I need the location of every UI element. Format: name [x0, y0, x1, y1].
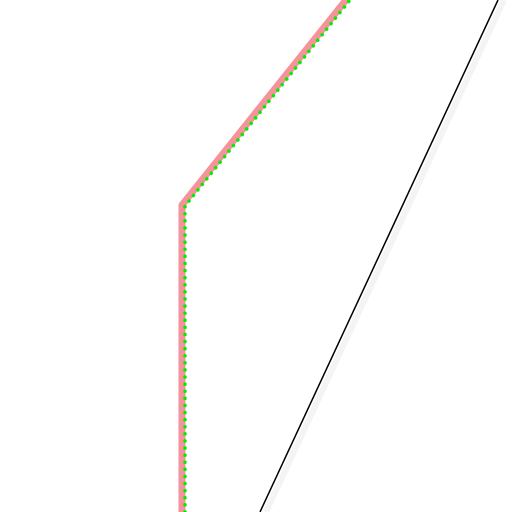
black-line	[259, 0, 499, 512]
line-shadow	[263, 0, 507, 512]
pink-path	[178, 0, 350, 512]
green-dotted-path	[183, 0, 352, 512]
